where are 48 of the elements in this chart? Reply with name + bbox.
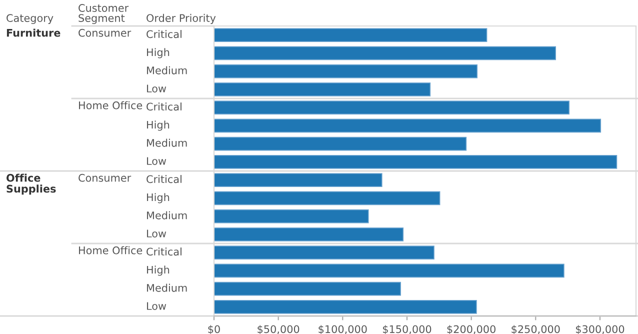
x-tick-label: $100,000 [318,325,367,334]
y-tick-label: Medium [147,284,187,292]
y-tick-label: Critical [146,175,182,184]
text: Home Office [79,101,142,110]
bar [214,246,434,260]
y-tick-label: Medium [147,66,187,74]
y-tick-label: Medium [147,138,187,147]
bar [214,82,431,96]
x-tick-label: $150,000 [383,325,432,334]
text: Furniture [6,28,60,37]
text: Customer Segment [78,4,129,24]
bar [214,264,564,278]
x-tick-label: $50,000 [258,325,300,334]
x-tick-label: $250,000 [512,325,560,334]
text: Consumer [78,28,132,37]
bar [214,28,488,42]
y-tick-label: High [147,193,170,204]
text: Category [6,14,54,24]
text: Office Supplies [6,174,56,195]
y-tick-label: Medium [147,211,187,220]
x-tick-label: $200,000 [447,325,496,334]
bar [214,118,602,133]
y-tick-label: Low [147,230,166,238]
x-tick-label: $0 [208,325,220,334]
x-tick-label: $300,000 [576,325,624,334]
y-tick-label: Low [147,84,166,92]
y-tick-label: Critical [146,248,182,256]
y-tick-label: Low [147,302,166,310]
bar [214,300,477,314]
text: Consumer [78,174,132,182]
bar [214,154,618,169]
bar [214,136,467,151]
text: Order Priority [146,14,216,24]
bar [214,46,556,60]
bar [214,64,478,78]
bar [214,191,440,206]
bar [214,282,401,296]
y-tick-label: Critical [146,30,182,38]
y-tick-label: Low [147,157,166,165]
y-tick-label: High [147,48,170,58]
bar [214,173,382,188]
bar [214,100,570,115]
y-tick-label: Critical [146,102,182,111]
bar [214,209,369,224]
y-tick-label: High [147,120,170,131]
text: Home Office [79,246,142,254]
y-tick-label: High [147,266,170,276]
bar [214,227,404,242]
